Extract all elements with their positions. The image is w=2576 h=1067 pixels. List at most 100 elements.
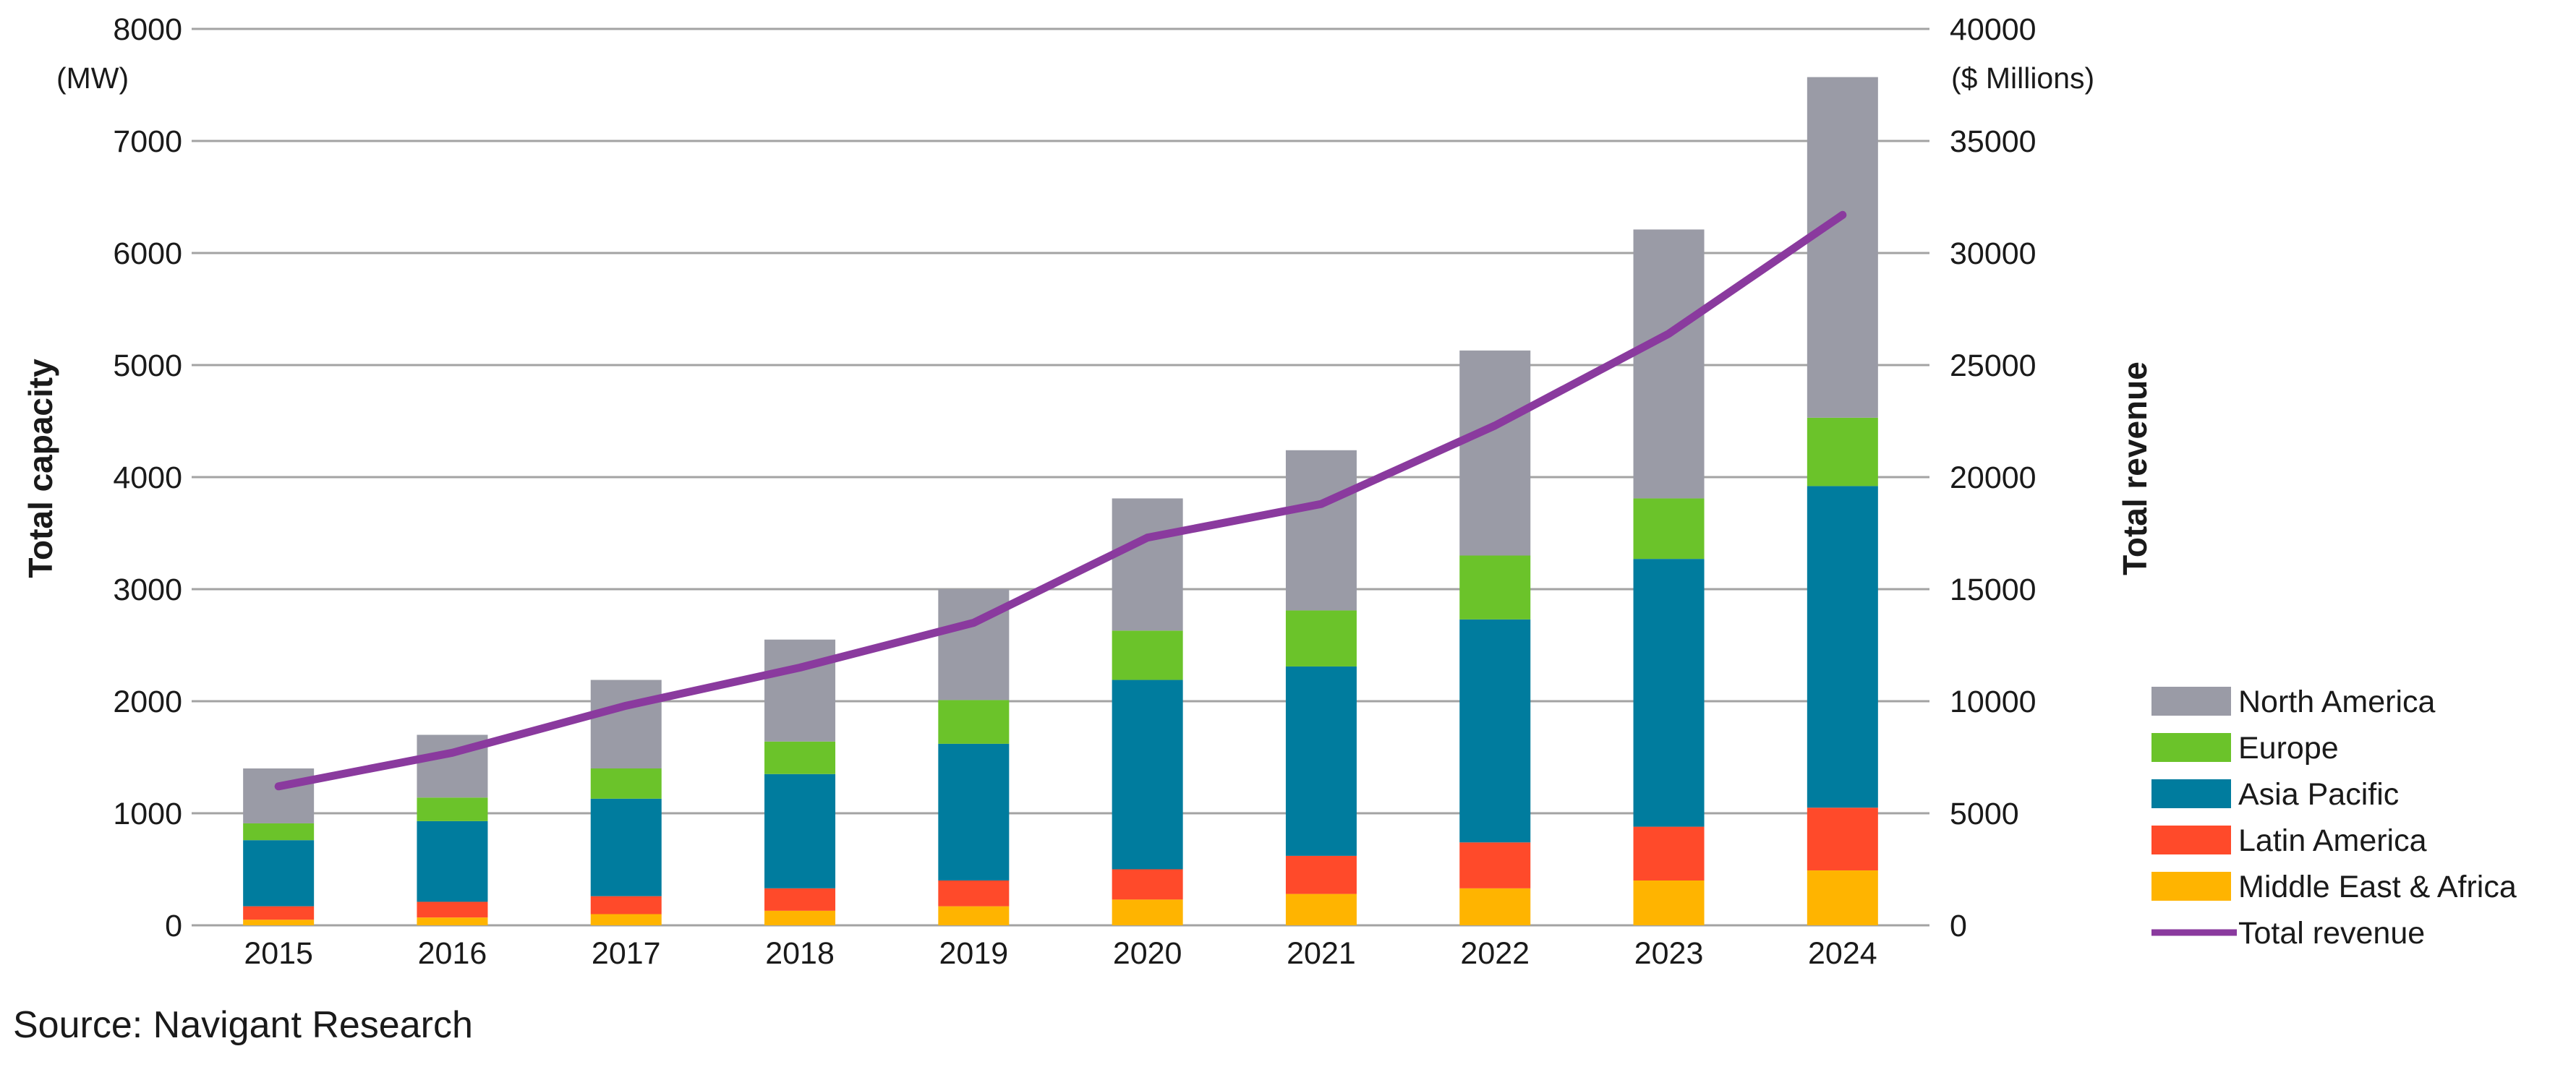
x-tick-label: 2023 xyxy=(1634,936,1704,971)
bar-segment xyxy=(938,880,1010,907)
left-tick-label: 3000 xyxy=(113,573,182,607)
legend-label: North America xyxy=(2238,685,2436,719)
bar-segment xyxy=(1285,855,1357,894)
bar-segment xyxy=(764,910,836,925)
bar-segment xyxy=(764,639,836,742)
bar-segment xyxy=(1633,559,1705,827)
bar-segment xyxy=(1285,610,1357,667)
bar-segment xyxy=(243,823,315,841)
bar-segment xyxy=(590,768,662,799)
bar-segment xyxy=(1285,666,1357,856)
left-tick-label: 6000 xyxy=(113,236,182,271)
bar-segment xyxy=(1112,630,1183,680)
source-note: Source: Navigant Research xyxy=(13,1004,473,1046)
x-tick-label: 2016 xyxy=(418,936,487,971)
bar-segment xyxy=(1112,680,1183,870)
legend-swatch xyxy=(2151,779,2231,808)
bar-segment xyxy=(1285,450,1357,611)
bars xyxy=(243,77,1878,925)
right-axis-unit: ($ Millions) xyxy=(1951,61,2094,95)
left-axis-ticks: 0 1000 2000 3000 4000 5000 6000 7000 8000 xyxy=(113,12,182,943)
bar-segment xyxy=(417,901,488,918)
bar-segment xyxy=(1112,498,1183,631)
bar-segment xyxy=(243,906,315,920)
x-tick-label: 2018 xyxy=(765,936,835,971)
x-tick-label: 2015 xyxy=(244,936,313,971)
right-tick-label: 20000 xyxy=(1950,460,2037,495)
bar-segment xyxy=(1285,894,1357,925)
legend-label: Total revenue xyxy=(2238,916,2425,951)
right-tick-label: 25000 xyxy=(1950,348,2037,383)
revenue-line xyxy=(274,210,1847,791)
left-tick-label: 7000 xyxy=(113,124,182,159)
bar-segment xyxy=(243,840,315,907)
x-tick-label: 2017 xyxy=(592,936,661,971)
legend-swatch xyxy=(2151,826,2231,854)
bar-segment xyxy=(417,820,488,902)
bar-segment xyxy=(1807,807,1878,871)
right-axis-ticks: 0 5000 10000 15000 20000 25000 30000 35000 40000 xyxy=(1950,12,2037,943)
right-tick-label: 35000 xyxy=(1950,124,2037,159)
bar-segment xyxy=(243,768,315,823)
bar-segment xyxy=(1807,417,1878,487)
bar-segment xyxy=(1807,486,1878,808)
legend-label: Europe xyxy=(2238,731,2339,766)
bar-segment xyxy=(590,914,662,925)
bar-segment xyxy=(1459,842,1531,888)
bar-segment xyxy=(243,920,315,925)
right-tick-label: 15000 xyxy=(1950,573,2037,607)
bar-segment xyxy=(1112,899,1183,925)
bar-segment xyxy=(938,743,1010,880)
bar-segment xyxy=(764,888,836,911)
left-tick-label: 0 xyxy=(165,909,182,943)
left-tick-label: 8000 xyxy=(113,12,182,47)
x-tick-label: 2021 xyxy=(1287,936,1356,971)
bar-segment xyxy=(1633,498,1705,560)
left-axis-title: Total capacity xyxy=(22,359,59,578)
bar-segment xyxy=(764,741,836,774)
bar-segment xyxy=(590,896,662,914)
revenue-line-group xyxy=(274,210,1847,791)
bar-segment xyxy=(590,680,662,768)
bar-segment xyxy=(590,798,662,896)
bar-segment xyxy=(1459,619,1531,843)
bar-segment xyxy=(1633,826,1705,880)
left-tick-label: 5000 xyxy=(113,348,182,383)
bar-segment xyxy=(938,906,1010,925)
legend-swatch xyxy=(2151,872,2231,901)
right-tick-label: 5000 xyxy=(1950,797,2019,831)
x-tick-label: 2019 xyxy=(939,936,1009,971)
bar-segment xyxy=(1459,555,1531,620)
bar-segment xyxy=(938,589,1010,700)
x-tick-label: 2022 xyxy=(1460,936,1530,971)
right-tick-label: 0 xyxy=(1950,909,1967,943)
x-tick-label: 2024 xyxy=(1808,936,1877,971)
right-tick-label: 30000 xyxy=(1950,236,2037,271)
legend-label: Asia Pacific xyxy=(2238,777,2399,812)
bar-segment xyxy=(1807,77,1878,418)
left-tick-label: 1000 xyxy=(113,797,182,831)
bar-segment xyxy=(1633,880,1705,925)
legend: North America Europe Asia Pacific Latin Ame… xyxy=(2151,685,2517,951)
legend-label: Middle East & Africa xyxy=(2238,870,2517,904)
bar-segment xyxy=(1112,869,1183,900)
left-tick-label: 4000 xyxy=(113,460,182,495)
x-tick-label: 2020 xyxy=(1113,936,1182,971)
bar-segment xyxy=(1459,888,1531,925)
x-axis-ticks: 2015 2016 2017 2018 2019 2020 2021 2022 2023 2024 xyxy=(244,936,1877,971)
left-axis-unit: (MW) xyxy=(56,61,129,95)
legend-label: Latin America xyxy=(2238,823,2427,858)
right-tick-label: 40000 xyxy=(1950,12,2037,47)
bar-segment xyxy=(417,917,488,925)
bar-segment xyxy=(417,797,488,821)
bar-segment xyxy=(764,774,836,888)
right-axis-title: Total revenue xyxy=(2116,361,2154,575)
legend-swatch xyxy=(2151,733,2231,762)
legend-swatch xyxy=(2151,687,2231,716)
bar-segment xyxy=(1459,350,1531,556)
bar-segment xyxy=(1807,870,1878,925)
bar-segment xyxy=(1633,229,1705,499)
right-tick-label: 10000 xyxy=(1950,685,2037,719)
bar-segment xyxy=(938,700,1010,744)
